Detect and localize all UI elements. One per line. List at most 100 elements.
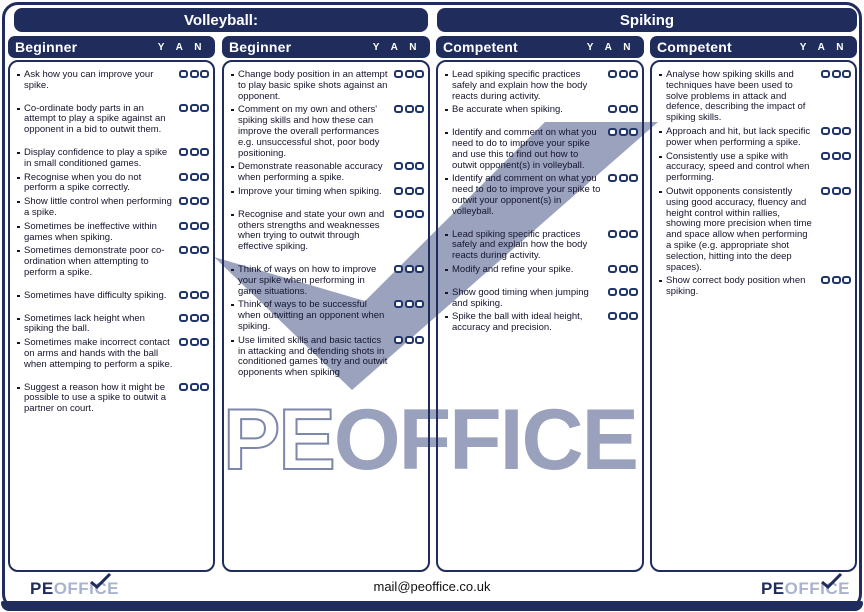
checkbox-a[interactable] [189,313,199,322]
checkbox-a[interactable] [404,264,414,273]
checkbox-a[interactable] [831,151,841,160]
checkbox-a[interactable] [618,312,628,321]
checkbox-y[interactable] [179,290,188,299]
checkbox-y[interactable] [608,229,617,238]
checkbox-y[interactable] [179,382,188,391]
checkbox-n[interactable] [842,70,851,78]
checkbox-n[interactable] [842,126,851,135]
checkbox-y[interactable] [821,186,830,195]
checkbox-a[interactable] [189,70,199,78]
checkbox-y[interactable] [394,264,403,273]
checkbox-a[interactable] [189,290,199,299]
checkbox-y[interactable] [179,221,188,230]
checkbox-n[interactable] [415,105,424,114]
checkbox-n[interactable] [200,172,209,181]
checkbox-a[interactable] [189,172,199,181]
checkbox-a[interactable] [189,382,199,391]
checkbox-a[interactable] [618,264,628,273]
checkbox-a[interactable] [404,186,414,195]
checkbox-n[interactable] [842,186,851,195]
checkbox-n[interactable] [415,300,424,309]
checkbox-n[interactable] [415,335,424,344]
checkbox-n[interactable] [200,313,209,322]
checkbox-y[interactable] [179,147,188,156]
checkbox-y[interactable] [394,70,403,78]
checkbox-n[interactable] [629,229,638,238]
checkbox-a[interactable] [831,186,841,195]
checkbox-y[interactable] [179,197,188,206]
checkbox-y[interactable] [821,276,830,285]
checkbox-n[interactable] [629,264,638,273]
checkbox-n[interactable] [415,70,424,78]
checkbox-a[interactable] [189,221,199,230]
checkbox-y[interactable] [394,209,403,218]
checkbox-y[interactable] [608,264,617,273]
checkbox-a[interactable] [831,126,841,135]
checkbox-n[interactable] [629,70,638,78]
checkbox-y[interactable] [394,300,403,309]
checkbox-a[interactable] [404,70,414,78]
checkbox-a[interactable] [404,335,414,344]
checkbox-n[interactable] [200,147,209,156]
checkbox-a[interactable] [404,300,414,309]
checkbox-n[interactable] [415,162,424,171]
checkbox-n[interactable] [200,290,209,299]
checkbox-a[interactable] [618,287,628,296]
checkbox-n[interactable] [200,246,209,255]
checkbox-a[interactable] [404,209,414,218]
checkbox-n[interactable] [842,276,851,285]
checkbox-a[interactable] [404,162,414,171]
yan-checkboxes [179,172,209,181]
checkbox-y[interactable] [608,312,617,321]
bullet-icon [445,316,448,319]
checkbox-y[interactable] [608,174,617,183]
checkbox-n[interactable] [629,312,638,321]
checkbox-n[interactable] [200,338,209,347]
checkbox-y[interactable] [394,186,403,195]
checkbox-n[interactable] [629,287,638,296]
checkbox-a[interactable] [189,103,199,112]
checkbox-y[interactable] [608,128,617,137]
criterion-row: Sometimes demonstrate poor co-ordination… [15,246,210,278]
checkbox-a[interactable] [404,105,414,114]
checkbox-n[interactable] [629,105,638,114]
checkbox-y[interactable] [394,335,403,344]
checkbox-y[interactable] [179,338,188,347]
checkbox-y[interactable] [179,313,188,322]
checkbox-y[interactable] [821,70,830,78]
checkbox-y[interactable] [394,105,403,114]
checkbox-a[interactable] [189,197,199,206]
checkbox-y[interactable] [608,70,617,78]
checkbox-a[interactable] [189,147,199,156]
checkbox-a[interactable] [189,338,199,347]
checkbox-n[interactable] [629,174,638,183]
checkbox-y[interactable] [179,246,188,255]
checkbox-n[interactable] [200,103,209,112]
checkbox-y[interactable] [608,287,617,296]
checkbox-n[interactable] [415,209,424,218]
checkbox-a[interactable] [618,128,628,137]
checkbox-n[interactable] [200,382,209,391]
checkbox-a[interactable] [618,70,628,78]
checkbox-y[interactable] [179,172,188,181]
checkbox-n[interactable] [629,128,638,137]
checkbox-n[interactable] [200,70,209,78]
checkbox-n[interactable] [415,186,424,195]
checkbox-y[interactable] [821,151,830,160]
checkbox-y[interactable] [821,126,830,135]
checkbox-n[interactable] [842,151,851,160]
checkbox-n[interactable] [200,197,209,206]
checkbox-y[interactable] [179,103,188,112]
checkbox-a[interactable] [831,276,841,285]
checkbox-n[interactable] [200,221,209,230]
checkbox-n[interactable] [415,264,424,273]
checkbox-a[interactable] [618,229,628,238]
checkbox-a[interactable] [618,174,628,183]
criterion-row: Show correct body position when spiking. [657,275,852,298]
checkbox-y[interactable] [179,70,188,78]
checkbox-a[interactable] [189,246,199,255]
checkbox-y[interactable] [608,105,617,114]
checkbox-y[interactable] [394,162,403,171]
checkbox-a[interactable] [618,105,628,114]
checkbox-a[interactable] [831,70,841,78]
